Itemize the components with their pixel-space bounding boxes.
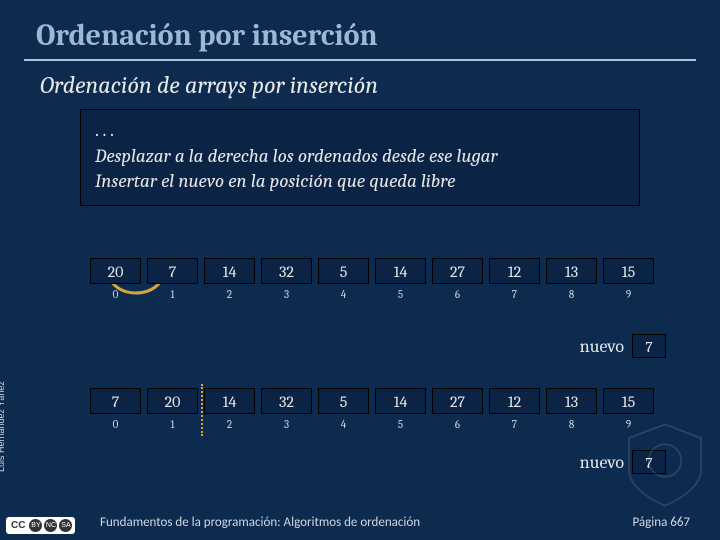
subtitle: Ordenación de arrays por inserción xyxy=(0,61,720,99)
array-top: 20 7 14 32 5 14 27 12 13 15 0 1 2 3 4 5 … xyxy=(90,258,660,301)
index: 8 xyxy=(546,288,597,301)
nuevo-bottom: nuevo 7 xyxy=(580,450,666,474)
cell: 14 xyxy=(375,388,426,414)
cell: 5 xyxy=(318,388,369,414)
index: 1 xyxy=(147,418,198,431)
slide-title: Ordenación por inserción xyxy=(0,0,720,59)
cell: 14 xyxy=(204,258,255,284)
cell: 14 xyxy=(375,258,426,284)
index: 5 xyxy=(375,418,426,431)
cell: 7 xyxy=(90,388,141,414)
nc-icon: NC xyxy=(44,519,57,532)
nuevo-label: nuevo xyxy=(580,336,624,357)
nuevo-label: nuevo xyxy=(580,452,624,473)
cell: 5 xyxy=(318,258,369,284)
index: 5 xyxy=(375,288,426,301)
index: 8 xyxy=(546,418,597,431)
cell: 12 xyxy=(489,258,540,284)
desc-dots: . . . xyxy=(95,118,625,144)
index: 2 xyxy=(204,288,255,301)
index: 7 xyxy=(489,288,540,301)
cell: 32 xyxy=(261,388,312,414)
index: 3 xyxy=(261,288,312,301)
cell: 27 xyxy=(432,388,483,414)
cell: 15 xyxy=(603,258,654,284)
author-vertical: Luis Hernández Yáñez xyxy=(0,381,6,472)
cell: 32 xyxy=(261,258,312,284)
cell: 15 xyxy=(603,388,654,414)
by-icon: BY xyxy=(29,519,42,532)
cell: 13 xyxy=(546,258,597,284)
index: 4 xyxy=(318,418,369,431)
cc-icon: CC xyxy=(9,520,27,531)
footer: Fundamentos de la programación: Algoritm… xyxy=(100,515,690,530)
desc-line-2: Insertar el nuevo en la posición que que… xyxy=(95,169,625,195)
index: 6 xyxy=(432,418,483,431)
cell: 20 xyxy=(90,258,141,284)
nuevo-value: 7 xyxy=(632,334,666,358)
index: 7 xyxy=(489,418,540,431)
cell: 13 xyxy=(546,388,597,414)
index: 4 xyxy=(318,288,369,301)
index: 9 xyxy=(603,418,654,431)
index: 9 xyxy=(603,288,654,301)
array-bottom: 7 20 14 32 5 14 27 12 13 15 0 1 2 3 4 5 … xyxy=(90,388,660,431)
desc-line-1: Desplazar a la derecha los ordenados des… xyxy=(95,144,625,170)
index: 3 xyxy=(261,418,312,431)
nuevo-top: nuevo 7 xyxy=(580,334,666,358)
cell: 20 xyxy=(147,388,198,414)
sa-icon: SA xyxy=(59,519,72,532)
description-box: . . . Desplazar a la derecha los ordenad… xyxy=(80,109,640,206)
cell: 7 xyxy=(147,258,198,284)
index: 0 xyxy=(90,418,141,431)
footer-left: Fundamentos de la programación: Algoritm… xyxy=(100,515,420,530)
index: 6 xyxy=(432,288,483,301)
nuevo-value: 7 xyxy=(632,450,666,474)
cc-license-badge: CC BY NC SA xyxy=(6,517,75,534)
cell: 27 xyxy=(432,258,483,284)
cell: 14 xyxy=(204,388,255,414)
cell: 12 xyxy=(489,388,540,414)
index: 2 xyxy=(204,418,255,431)
footer-right: Página 667 xyxy=(632,515,690,530)
index: 0 xyxy=(90,288,141,301)
index: 1 xyxy=(147,288,198,301)
